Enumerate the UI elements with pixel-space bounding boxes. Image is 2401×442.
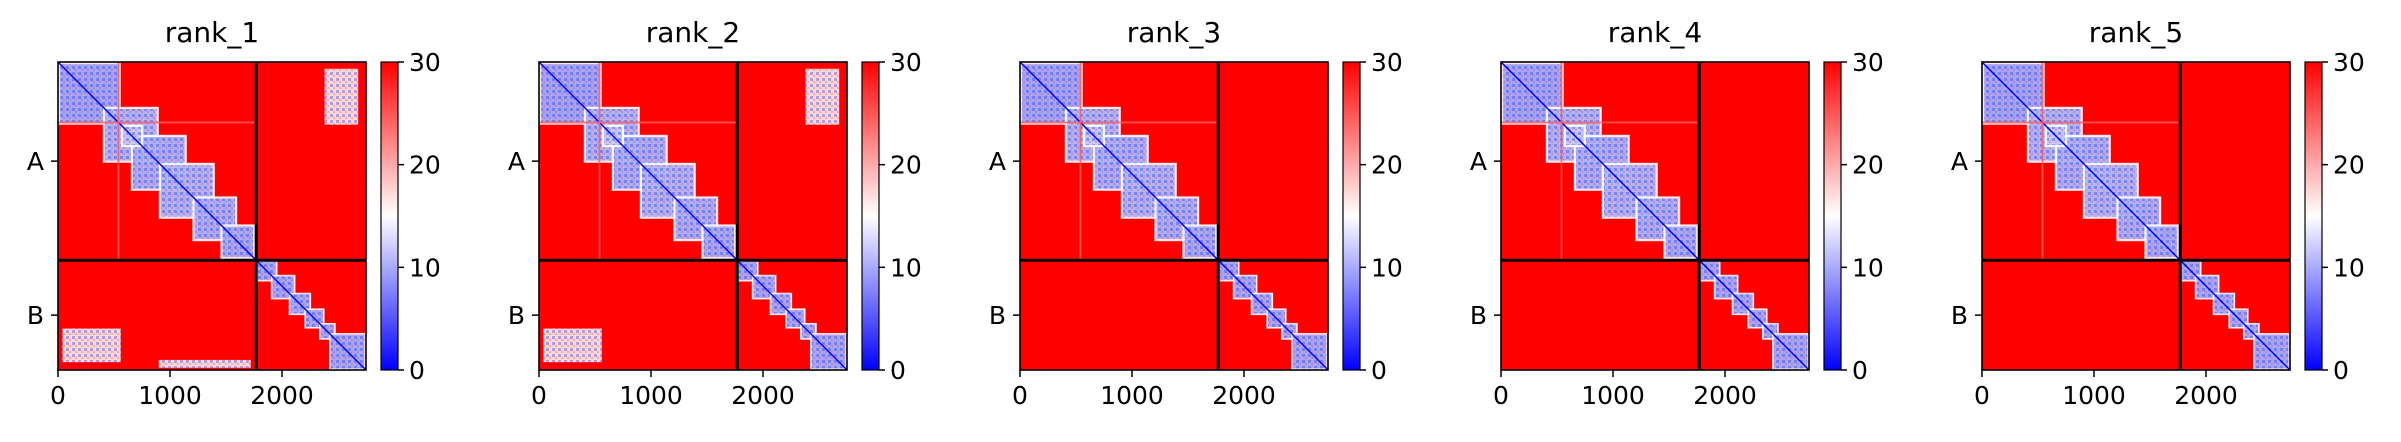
heatmap <box>1019 61 1329 371</box>
heatmap-texture <box>543 328 602 363</box>
y-tick-label: B <box>27 301 44 330</box>
colorbar-frame <box>1342 61 1361 371</box>
heatmap-diagonal <box>57 61 367 371</box>
heatmap-band <box>1020 121 1219 124</box>
colorbar-tick-label: 10 <box>1852 253 1884 282</box>
heatmap-band <box>1560 62 1563 261</box>
heatmap-band <box>1501 121 1700 124</box>
heatmap-texture <box>805 68 840 125</box>
heatmap-diagonal <box>1500 61 1810 371</box>
heatmap-band <box>1982 121 2181 124</box>
heatmap-texture <box>324 68 359 125</box>
axes-frame <box>57 61 367 371</box>
x-tick-label: 2000 <box>1212 381 1276 410</box>
heatmap-band <box>1079 62 1082 261</box>
y-tick-label: A <box>989 147 1006 176</box>
heatmap-band <box>598 62 601 261</box>
colorbar-tick-label: 30 <box>2333 48 2365 77</box>
colorbar-tick-label: 10 <box>890 253 922 282</box>
colorbar-tick-label: 30 <box>1852 48 1884 77</box>
x-tick-label: 1000 <box>1581 381 1645 410</box>
colorbar-tick-label: 0 <box>409 356 425 385</box>
axes-frame <box>538 61 848 371</box>
colorbar-tick-label: 30 <box>1371 48 1403 77</box>
x-tick-label: 2000 <box>2174 381 2238 410</box>
heatmap-band <box>2041 62 2044 261</box>
colorbar-tick-label: 10 <box>1371 253 1403 282</box>
heatmap-band <box>117 62 120 261</box>
heatmap <box>1500 61 1810 371</box>
y-tick-label: A <box>27 147 44 176</box>
panel-2: rank_2 0 1000 2000 A B 0 10 20 30 <box>508 16 922 410</box>
colorbar-tick-label: 0 <box>1371 356 1387 385</box>
colorbar-tick-label: 10 <box>2333 253 2365 282</box>
panel-title: rank_2 <box>646 16 740 49</box>
colorbar <box>381 62 398 370</box>
x-tick-label: 1000 <box>138 381 202 410</box>
heatmap-band <box>539 121 738 124</box>
panel-4: rank_4 0 1000 2000 A B 0 10 20 30 <box>1470 16 1884 410</box>
colorbar <box>862 62 879 370</box>
panel-title: rank_1 <box>165 16 259 49</box>
x-tick-label: 2000 <box>1693 381 1757 410</box>
colorbar-frame <box>2304 61 2323 371</box>
axes-frame <box>1981 61 2291 371</box>
panel-3: rank_3 0 1000 2000 A B 0 10 20 30 <box>989 16 1403 410</box>
colorbar-tick-label: 20 <box>890 151 922 180</box>
heatmap-band <box>58 121 257 124</box>
axes-frame <box>1500 61 1810 371</box>
heatmap-diagonal <box>538 61 848 371</box>
y-tick-label: A <box>1951 147 1968 176</box>
y-tick-label: B <box>1951 301 1968 330</box>
x-tick-label: 0 <box>531 381 547 410</box>
colorbar-tick-label: 30 <box>409 48 441 77</box>
colorbar-tick-label: 10 <box>409 253 441 282</box>
panel-title: rank_3 <box>1127 16 1221 49</box>
heatmap <box>57 61 367 371</box>
y-tick-label: B <box>1470 301 1487 330</box>
colorbar <box>1343 62 1360 370</box>
colorbar <box>2305 62 2322 370</box>
x-tick-label: 1000 <box>2062 381 2126 410</box>
x-tick-label: 0 <box>50 381 66 410</box>
colorbar-tick-label: 20 <box>1371 151 1403 180</box>
heatmap-diagonal <box>1981 61 2291 371</box>
colorbar-tick-label: 0 <box>1852 356 1868 385</box>
panel-title: rank_5 <box>2089 16 2183 49</box>
x-tick-label: 2000 <box>250 381 314 410</box>
x-tick-label: 1000 <box>619 381 683 410</box>
colorbar-frame <box>861 61 880 371</box>
heatmap <box>538 61 848 371</box>
colorbar-tick-label: 0 <box>2333 356 2349 385</box>
axes-frame <box>1019 61 1329 371</box>
colorbar-tick-label: 20 <box>409 151 441 180</box>
colorbar <box>1824 62 1841 370</box>
panel-1: rank_1 0 1000 2000 A B 0 10 20 30 <box>27 16 441 410</box>
colorbar-tick-label: 30 <box>890 48 922 77</box>
panel-5: rank_5 0 1000 2000 A B 0 10 20 30 <box>1951 16 2365 410</box>
heatmap-texture <box>62 328 121 363</box>
x-tick-label: 0 <box>1974 381 1990 410</box>
x-tick-label: 0 <box>1012 381 1028 410</box>
colorbar-tick-label: 20 <box>2333 151 2365 180</box>
colorbar-frame <box>380 61 399 371</box>
colorbar-tick-label: 0 <box>890 356 906 385</box>
heatmap-diagonal <box>1019 61 1329 371</box>
y-tick-label: A <box>508 147 525 176</box>
y-tick-label: A <box>1470 147 1487 176</box>
y-tick-label: B <box>989 301 1006 330</box>
colorbar-frame <box>1823 61 1842 371</box>
x-tick-label: 1000 <box>1100 381 1164 410</box>
x-tick-label: 2000 <box>731 381 795 410</box>
colorbar-tick-label: 20 <box>1852 151 1884 180</box>
y-tick-label: B <box>508 301 525 330</box>
x-tick-label: 0 <box>1493 381 1509 410</box>
panel-title: rank_4 <box>1608 16 1702 49</box>
heatmap <box>1981 61 2291 371</box>
heatmap-texture <box>158 359 251 368</box>
